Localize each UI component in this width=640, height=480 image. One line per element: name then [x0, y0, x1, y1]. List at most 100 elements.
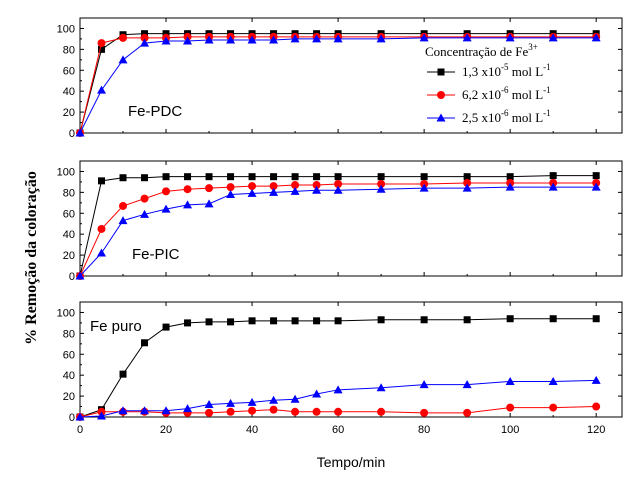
data-point	[592, 315, 600, 323]
legend-label: 2,5 x10-6 mol L-1	[462, 108, 551, 125]
y-axis-label: % Remoção da coloração	[23, 171, 40, 345]
data-point	[118, 55, 128, 64]
data-point	[226, 35, 236, 44]
data-point	[140, 406, 150, 415]
series-1	[76, 315, 600, 421]
data-point	[312, 34, 322, 43]
data-point	[119, 201, 128, 210]
data-point	[463, 316, 471, 324]
panel-2: 0 20 40 60 80 100 Fe-PIC	[57, 160, 623, 283]
legend-title: Concentração de Fe3+	[425, 42, 538, 59]
y-tick-label: 40	[63, 229, 75, 241]
data-point	[247, 397, 257, 406]
data-point	[269, 35, 279, 44]
y-tick-label: 60	[63, 65, 75, 77]
data-point	[204, 399, 214, 408]
data-point	[333, 34, 343, 43]
data-point	[75, 128, 85, 137]
data-point	[226, 407, 235, 416]
y-tick-label: 40	[63, 86, 75, 98]
data-point	[313, 173, 321, 181]
legend-label-part: -1	[543, 108, 551, 118]
data-point	[162, 30, 170, 38]
data-point	[227, 173, 235, 181]
panel-label: Fe-PDC	[128, 103, 182, 120]
data-point	[269, 187, 279, 196]
data-point	[141, 30, 149, 38]
data-point	[226, 398, 236, 407]
data-point	[205, 173, 213, 181]
data-point	[549, 172, 557, 180]
x-tick-label: 80	[418, 424, 430, 436]
legend-label-part: 6,2 x10	[462, 87, 501, 102]
data-point	[140, 194, 149, 203]
legend-entry-2: 6,2 x10-6 mol L-1	[427, 85, 551, 102]
legend-entry-3: 2,5 x10-6 mol L-1	[427, 108, 551, 125]
data-point	[334, 173, 342, 181]
data-point	[98, 177, 106, 185]
data-point	[312, 181, 321, 190]
data-point	[290, 394, 300, 403]
legend-label: 1,3 x10-5 mol L-1	[462, 62, 551, 79]
data-point	[462, 33, 472, 42]
data-point	[162, 187, 171, 196]
legend-label-part: -5	[501, 62, 509, 72]
data-point	[161, 406, 171, 415]
data-point	[333, 185, 343, 194]
data-point	[75, 412, 85, 421]
panel-1: 0 20 40 60 80 100 Fe-PDC	[57, 17, 623, 140]
panels-group: 0 20 40 60 80 100 Fe-PDC 0 20 40 60 80 100 Fe-PIC 0 20 4…	[57, 17, 623, 436]
y-tick-label: 100	[57, 166, 75, 178]
y-tick-label: 40	[63, 370, 75, 382]
y-tick-label: 80	[63, 187, 75, 199]
data-point	[119, 33, 128, 42]
legend-label-part: -6	[501, 108, 509, 118]
data-point	[291, 407, 300, 416]
data-point	[162, 323, 170, 331]
data-point	[119, 174, 127, 182]
data-point	[97, 39, 106, 48]
legend-title-text: Concentração de Fe	[425, 44, 528, 59]
x-tick-label: 120	[587, 424, 605, 436]
x-tick-label: 60	[332, 424, 344, 436]
series-3	[75, 182, 601, 280]
data-point	[420, 173, 428, 181]
data-point	[184, 319, 192, 327]
y-tick-label: 0	[69, 128, 75, 140]
data-point	[591, 33, 601, 42]
x-tick-label: 0	[77, 424, 83, 436]
data-point	[183, 404, 193, 413]
data-point	[162, 173, 170, 181]
data-point	[505, 33, 515, 42]
data-point	[140, 209, 150, 218]
data-point	[377, 180, 386, 188]
y-tick-label: 80	[63, 328, 75, 340]
data-point	[141, 174, 149, 182]
series-3	[75, 33, 601, 137]
plot-frame	[79, 17, 623, 134]
panel-3: 0 20 40 60 80 100 0 20 40 60 80 100 120 Fe puro	[57, 301, 623, 436]
y-tick-label: 20	[63, 391, 75, 403]
data-point	[548, 33, 558, 42]
data-point	[248, 317, 256, 325]
data-point	[204, 35, 214, 44]
series-line	[79, 318, 597, 418]
data-point	[592, 172, 600, 180]
data-point	[376, 34, 386, 43]
data-point	[333, 385, 343, 394]
y-tick-label: 0	[69, 271, 75, 283]
data-point	[140, 33, 149, 42]
data-point	[248, 182, 257, 191]
x-tick-label: 40	[246, 424, 258, 436]
data-point	[183, 36, 193, 45]
data-point	[97, 248, 107, 257]
legend-label-part: -6	[501, 85, 509, 95]
data-point	[463, 178, 472, 187]
data-point	[184, 173, 192, 181]
data-point	[312, 389, 322, 398]
data-point	[291, 317, 299, 325]
data-point	[463, 173, 471, 181]
legend-marker	[437, 68, 445, 76]
x-axis-label: Tempo/min	[317, 454, 385, 470]
